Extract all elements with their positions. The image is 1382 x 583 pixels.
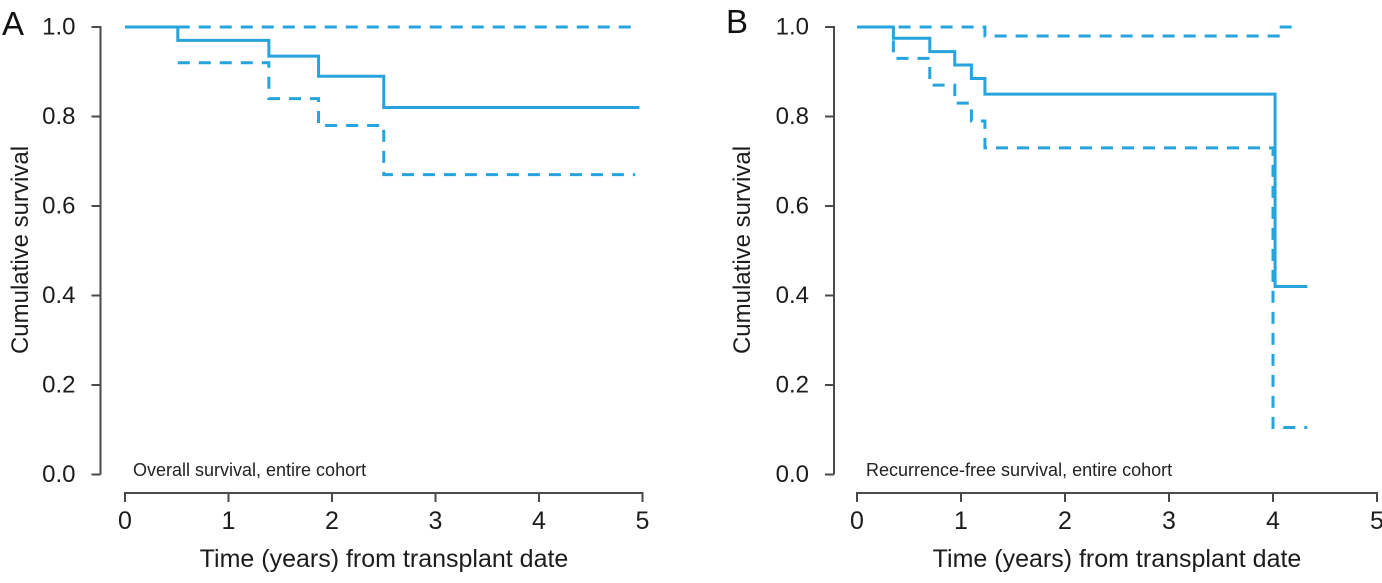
x-tick-label-a: 4 bbox=[532, 507, 546, 535]
y-tick-label-a: 0.8 bbox=[42, 103, 75, 130]
y-tick-label-b: 0.8 bbox=[776, 103, 809, 130]
x-axis-title-b: Time (years) from transplant date bbox=[932, 545, 1302, 573]
x-tick-label-b: 1 bbox=[954, 507, 968, 535]
y-axis-title-a: Cumulative survival bbox=[7, 145, 34, 355]
x-tick-label-a: 3 bbox=[429, 507, 443, 535]
y-tick-label-a: 0.4 bbox=[42, 282, 75, 309]
y-tick-label-a: 0.2 bbox=[42, 372, 75, 399]
x-tick-label-b: 3 bbox=[1162, 507, 1176, 535]
y-axis-title-b: Cumulative survival bbox=[729, 145, 756, 355]
x-axis-title-a: Time (years) from transplant date bbox=[199, 545, 569, 573]
survival-estimate-curve-b bbox=[857, 25, 1308, 289]
ci-lower-curve-a bbox=[177, 61, 636, 177]
x-tick-label-a: 2 bbox=[325, 507, 339, 535]
x-tick-label-a: 1 bbox=[222, 507, 236, 535]
x-tick-label-a: 0 bbox=[118, 507, 132, 535]
plot-annotation-b: Recurrence-free survival, entire cohort bbox=[866, 460, 1173, 480]
y-tick-label-b: 0.2 bbox=[776, 372, 809, 399]
y-tick-label-b: 1.0 bbox=[776, 14, 809, 41]
y-tick-label-b: 0.0 bbox=[776, 461, 809, 488]
survival-estimate-curve-a bbox=[125, 25, 640, 110]
y-tick-label-b: 0.6 bbox=[776, 193, 809, 220]
y-tick-label-a: 0.0 bbox=[42, 461, 75, 488]
ci-upper-curve-b bbox=[898, 25, 1294, 38]
x-tick-label-b: 5 bbox=[1370, 507, 1382, 535]
y-tick-label-a: 1.0 bbox=[42, 14, 75, 41]
panel-letter-a: A bbox=[2, 5, 25, 42]
ci-lower-curve-b bbox=[891, 40, 1308, 430]
x-tick-label-a: 5 bbox=[636, 507, 650, 535]
x-tick-label-b: 4 bbox=[1266, 507, 1280, 535]
y-tick-label-a: 0.6 bbox=[42, 193, 75, 220]
plot-annotation-a: Overall survival, entire cohort bbox=[133, 460, 367, 480]
panel-letter-b: B bbox=[726, 3, 749, 40]
x-tick-label-b: 2 bbox=[1058, 507, 1072, 535]
x-tick-label-b: 0 bbox=[850, 507, 864, 535]
y-tick-label-b: 0.4 bbox=[776, 282, 809, 309]
